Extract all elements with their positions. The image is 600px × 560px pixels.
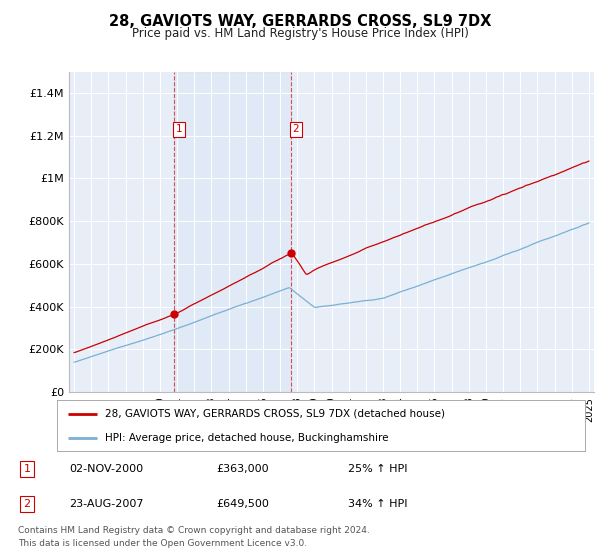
Text: 1: 1 (176, 124, 182, 134)
Text: Contains HM Land Registry data © Crown copyright and database right 2024.
This d: Contains HM Land Registry data © Crown c… (18, 526, 370, 548)
Bar (175, 72, 291, 392)
Text: 2: 2 (293, 124, 299, 134)
Text: 34% ↑ HPI: 34% ↑ HPI (348, 499, 407, 509)
Text: 25% ↑ HPI: 25% ↑ HPI (348, 464, 407, 474)
Text: 28, GAVIOTS WAY, GERRARDS CROSS, SL9 7DX: 28, GAVIOTS WAY, GERRARDS CROSS, SL9 7DX (109, 14, 491, 29)
Text: 02-NOV-2000: 02-NOV-2000 (69, 464, 143, 474)
Text: HPI: Average price, detached house, Buckinghamshire: HPI: Average price, detached house, Buck… (104, 433, 388, 443)
Text: Price paid vs. HM Land Registry's House Price Index (HPI): Price paid vs. HM Land Registry's House … (131, 27, 469, 40)
Text: 28, GAVIOTS WAY, GERRARDS CROSS, SL9 7DX (detached house): 28, GAVIOTS WAY, GERRARDS CROSS, SL9 7DX… (104, 408, 445, 418)
Text: 23-AUG-2007: 23-AUG-2007 (69, 499, 143, 509)
Text: £363,000: £363,000 (216, 464, 269, 474)
Text: £649,500: £649,500 (216, 499, 269, 509)
Text: 1: 1 (23, 464, 31, 474)
Text: 2: 2 (23, 499, 31, 509)
